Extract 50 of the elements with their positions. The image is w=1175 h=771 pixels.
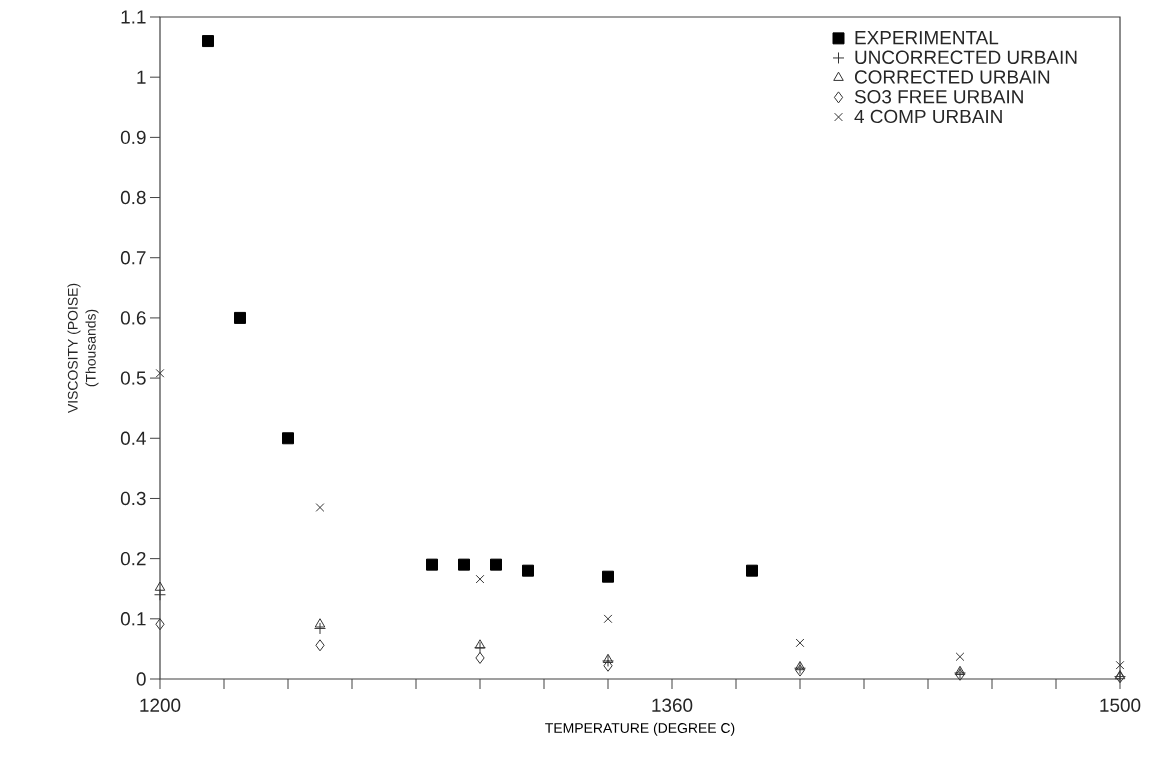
y-tick-label: 1 bbox=[137, 70, 146, 84]
x-tick-label: 1500 bbox=[1100, 698, 1141, 712]
point bbox=[426, 558, 438, 571]
legend-label: CORRECTED URBAIN bbox=[854, 70, 1050, 84]
point bbox=[794, 660, 806, 671]
y-tick-label: 0.9 bbox=[120, 130, 146, 145]
point bbox=[474, 639, 486, 649]
y-tick-label: 0.3 bbox=[120, 491, 146, 506]
point bbox=[314, 622, 326, 635]
point bbox=[746, 564, 758, 577]
y-axis-title: VISCOSITY (POISE) bbox=[67, 283, 81, 414]
y-tick-label: 0 bbox=[136, 672, 146, 686]
y-tick-label: 1.1 bbox=[121, 10, 146, 24]
legend-label: SO3 FREE URBAIN bbox=[854, 90, 1023, 104]
point bbox=[234, 311, 246, 324]
text: (Thousands) bbox=[85, 309, 99, 387]
point bbox=[315, 639, 325, 652]
point bbox=[1115, 660, 1125, 670]
x-axis-title: TEMPERATURE (DEGREE C) bbox=[545, 722, 735, 736]
y-tick-label: 0.1 bbox=[120, 612, 146, 626]
point bbox=[282, 432, 294, 445]
x-tick-label: 1200 bbox=[140, 698, 181, 712]
point bbox=[202, 35, 214, 48]
point bbox=[955, 652, 965, 662]
y-tick-label: 0.2 bbox=[120, 551, 146, 566]
point bbox=[314, 618, 326, 628]
point bbox=[795, 638, 805, 648]
legend-label: EXPERIMENTAL bbox=[855, 31, 999, 45]
point bbox=[490, 558, 502, 571]
point bbox=[603, 614, 613, 624]
point bbox=[602, 570, 614, 583]
x-tick-label: 1360 bbox=[652, 698, 693, 712]
point bbox=[475, 574, 485, 584]
point bbox=[154, 588, 166, 601]
point bbox=[603, 659, 613, 672]
point bbox=[602, 654, 614, 667]
point bbox=[458, 558, 470, 571]
point bbox=[155, 618, 165, 631]
point bbox=[155, 368, 165, 378]
point bbox=[522, 564, 534, 577]
y-tick-label: 0.7 bbox=[120, 251, 146, 265]
point bbox=[315, 503, 325, 512]
y-tick-label: 0.6 bbox=[120, 311, 146, 325]
point bbox=[602, 653, 614, 663]
y-tick-label: 0.5 bbox=[120, 371, 146, 385]
y-tick-label: 0.8 bbox=[120, 190, 146, 205]
legend-label: 4 COMP URBAIN bbox=[854, 109, 1002, 124]
y-tick-label: 0.4 bbox=[120, 431, 146, 445]
legend-label: UNCORRECTED URBAIN bbox=[855, 50, 1077, 65]
point bbox=[154, 581, 166, 591]
